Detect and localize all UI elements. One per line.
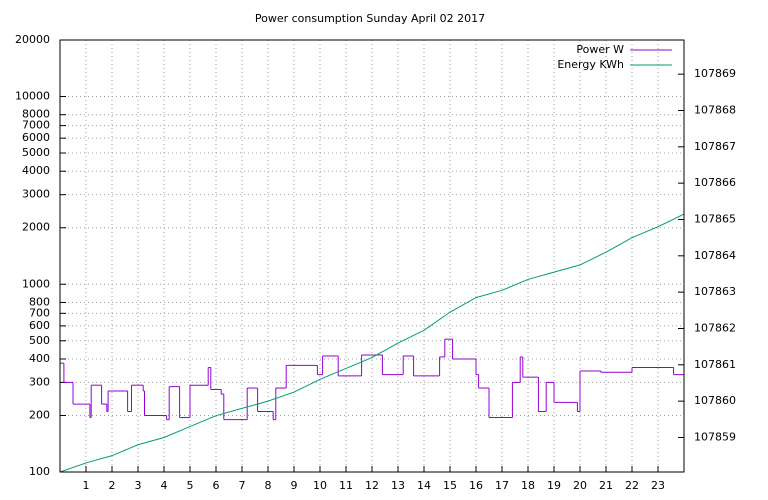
- y2-tick-label: 107868: [694, 103, 736, 116]
- x-tick-label: 2: [109, 479, 116, 492]
- x-tick-label: 13: [391, 479, 405, 492]
- x-tick-label: 6: [213, 479, 220, 492]
- chart-title: Power consumption Sunday April 02 2017: [255, 12, 485, 25]
- x-tick-label: 15: [443, 479, 457, 492]
- step-riser: [63, 339, 675, 420]
- y2-tick-label: 107860: [694, 394, 736, 407]
- y2-tick-label: 107862: [694, 321, 736, 334]
- x-tick-label: 21: [599, 479, 613, 492]
- y-tick-label: 3000: [22, 188, 50, 201]
- y2-tick-label: 107861: [694, 358, 736, 371]
- legend-label: Energy KWh: [557, 58, 624, 71]
- y-tick-label: 300: [29, 375, 50, 388]
- x-tick-label: 17: [495, 479, 509, 492]
- y-tick-label: 7000: [22, 119, 50, 132]
- x-tick-label: 20: [573, 479, 587, 492]
- y-tick-label: 600: [29, 319, 50, 332]
- legend-label: Power W: [576, 43, 624, 56]
- y-tick-label: 20000: [15, 33, 50, 46]
- y2-tick-label: 107866: [694, 176, 736, 189]
- y-tick-label: 2000: [22, 221, 50, 234]
- y-tick-label: 700: [29, 306, 50, 319]
- plot-border: [59, 39, 685, 473]
- y-tick-label: 5000: [22, 146, 50, 159]
- y2-tick-label: 107865: [694, 212, 736, 225]
- x-tick-label: 7: [239, 479, 246, 492]
- x-tick-label: 12: [365, 479, 379, 492]
- y-tick-label: 200: [29, 408, 50, 421]
- y-tick-label: 4000: [22, 164, 50, 177]
- energy-line: [59, 213, 685, 473]
- y-tick-label: 6000: [22, 131, 50, 144]
- y2-tick-label: 107869: [694, 67, 736, 80]
- x-tick-label: 18: [521, 479, 535, 492]
- x-tick-label: 16: [469, 479, 483, 492]
- x-tick-label: 14: [417, 479, 431, 492]
- y-tick-label: 8000: [22, 108, 50, 121]
- x-tick-label: 4: [161, 479, 168, 492]
- y-tick-label: 100: [29, 465, 50, 478]
- y-tick-label: 400: [29, 352, 50, 365]
- y-tick-label: 1000: [22, 277, 50, 290]
- x-tick-label: 19: [547, 479, 561, 492]
- x-tick-label: 3: [135, 479, 142, 492]
- y-tick-label: 800: [29, 295, 50, 308]
- x-tick-label: 9: [291, 479, 298, 492]
- x-tick-label: 1: [83, 479, 90, 492]
- x-tick-label: 5: [187, 479, 194, 492]
- y2-tick-label: 107864: [694, 249, 736, 262]
- y2-tick-label: 107859: [694, 430, 736, 443]
- x-tick-label: 22: [625, 479, 639, 492]
- y2-tick-label: 107867: [694, 140, 736, 153]
- y-tick-label: 500: [29, 334, 50, 347]
- x-tick-label: 8: [265, 479, 272, 492]
- y2-tick-label: 107863: [694, 285, 736, 298]
- y-tick-label: 10000: [15, 90, 50, 103]
- x-tick-label: 23: [651, 479, 665, 492]
- x-tick-label: 11: [339, 479, 353, 492]
- x-tick-label: 10: [313, 479, 327, 492]
